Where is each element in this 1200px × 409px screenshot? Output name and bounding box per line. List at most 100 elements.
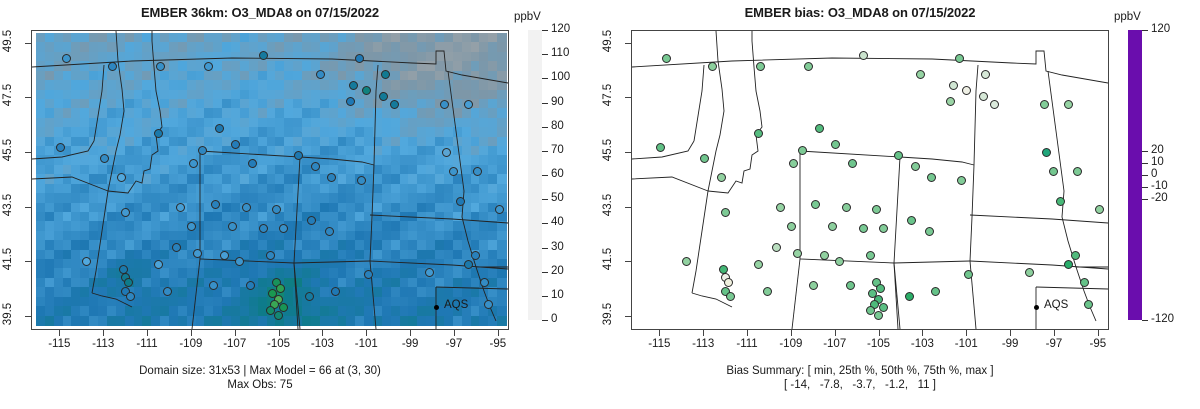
raster-cell xyxy=(186,70,197,81)
raster-cell xyxy=(142,287,152,298)
raster-cell xyxy=(169,183,179,194)
raster-cell xyxy=(44,33,55,44)
raster-cell xyxy=(266,61,277,72)
raster-cell xyxy=(204,127,214,138)
raster-cell xyxy=(479,174,489,185)
raster-cell xyxy=(248,221,259,232)
raster-cell xyxy=(266,42,277,53)
raster-cell xyxy=(204,164,214,175)
raster-cell xyxy=(399,287,410,298)
raster-cell xyxy=(257,193,268,204)
raster-cell xyxy=(497,249,507,260)
raster-cell xyxy=(231,51,241,62)
raster-cell xyxy=(337,202,347,213)
observation-marker xyxy=(154,129,164,139)
raster-cell xyxy=(204,51,214,62)
bias-marker xyxy=(1094,205,1104,215)
raster-cell xyxy=(346,315,356,326)
raster-cell xyxy=(417,108,427,119)
state-boundaries-left xyxy=(32,31,508,329)
raster-cell xyxy=(381,108,392,119)
raster-cell xyxy=(89,183,99,194)
bias-marker xyxy=(786,221,796,231)
raster-cell xyxy=(53,296,64,307)
raster-cell xyxy=(222,108,232,119)
raster-cell xyxy=(417,155,427,166)
raster-cell xyxy=(124,306,135,317)
bias-marker xyxy=(858,50,868,60)
raster-cell xyxy=(293,268,303,279)
aqs-legend-dot xyxy=(434,305,439,310)
raster-cell xyxy=(479,51,489,62)
raster-cell xyxy=(98,240,108,251)
y-axis-tick xyxy=(625,152,631,153)
raster-cell xyxy=(248,146,259,157)
x-axis-tick xyxy=(190,330,192,336)
raster-cell xyxy=(390,146,401,157)
y-axis-tick xyxy=(625,206,631,208)
raster-cell xyxy=(195,315,206,326)
raster-cell xyxy=(390,117,401,128)
raster-cell xyxy=(248,315,259,326)
raster-cell xyxy=(293,221,303,232)
observation-marker xyxy=(230,140,240,150)
raster-cell xyxy=(53,193,64,204)
raster-cell xyxy=(319,146,330,157)
raster-cell xyxy=(36,211,46,222)
raster-cell xyxy=(479,108,489,119)
raster-cell xyxy=(284,277,294,288)
raster-cell xyxy=(248,136,259,147)
colorbar-tick xyxy=(542,78,548,80)
raster-cell xyxy=(355,287,365,298)
raster-cell xyxy=(443,296,454,307)
raster-cell xyxy=(186,136,197,147)
raster-cell xyxy=(372,259,383,270)
raster-cell xyxy=(310,80,321,91)
raster-cell xyxy=(133,296,144,307)
raster-cell xyxy=(328,183,339,194)
raster-cell xyxy=(426,136,436,147)
raster-cell xyxy=(337,136,347,147)
raster-cell xyxy=(408,183,418,194)
raster-cell xyxy=(124,221,135,232)
raster-cell xyxy=(372,136,383,147)
raster-cell xyxy=(80,268,90,279)
raster-cell xyxy=(408,230,418,241)
raster-cell xyxy=(62,98,73,109)
observation-marker xyxy=(125,292,135,301)
y-axis-tick-label: 49.5 xyxy=(2,29,14,53)
raster-cell xyxy=(151,51,161,62)
raster-cell xyxy=(435,277,445,288)
raster-cell xyxy=(293,33,303,44)
raster-cell xyxy=(53,61,64,72)
raster-cell xyxy=(98,296,108,307)
raster-cell xyxy=(142,136,152,147)
raster-cell xyxy=(435,136,445,147)
raster-cell xyxy=(248,89,259,100)
raster-cell xyxy=(452,89,463,100)
raster-cell xyxy=(80,117,90,128)
colorbar-tick-label: 20 xyxy=(551,264,564,277)
raster-cell xyxy=(257,277,268,288)
raster-cell xyxy=(160,277,170,288)
raster-cell xyxy=(417,164,427,175)
observation-marker xyxy=(293,151,303,161)
raster-cell xyxy=(470,230,480,241)
raster-cell xyxy=(106,193,117,204)
raster-cell xyxy=(213,98,223,109)
colorbar-unit-label-bias: ppbV xyxy=(1114,11,1141,23)
raster-cell xyxy=(417,287,427,298)
raster-cell xyxy=(124,249,135,260)
raster-cell xyxy=(310,202,321,213)
raster-cell xyxy=(346,127,356,138)
colorbar-tick-label: 120 xyxy=(1151,23,1171,35)
raster-cell xyxy=(417,230,427,241)
raster-cell xyxy=(310,51,321,62)
raster-cell xyxy=(328,277,339,288)
raster-cell xyxy=(479,98,489,109)
raster-cell xyxy=(89,108,99,119)
raster-cell xyxy=(151,146,161,157)
raster-cell xyxy=(186,240,197,251)
raster-cell xyxy=(470,287,480,298)
bias-marker xyxy=(725,292,735,301)
